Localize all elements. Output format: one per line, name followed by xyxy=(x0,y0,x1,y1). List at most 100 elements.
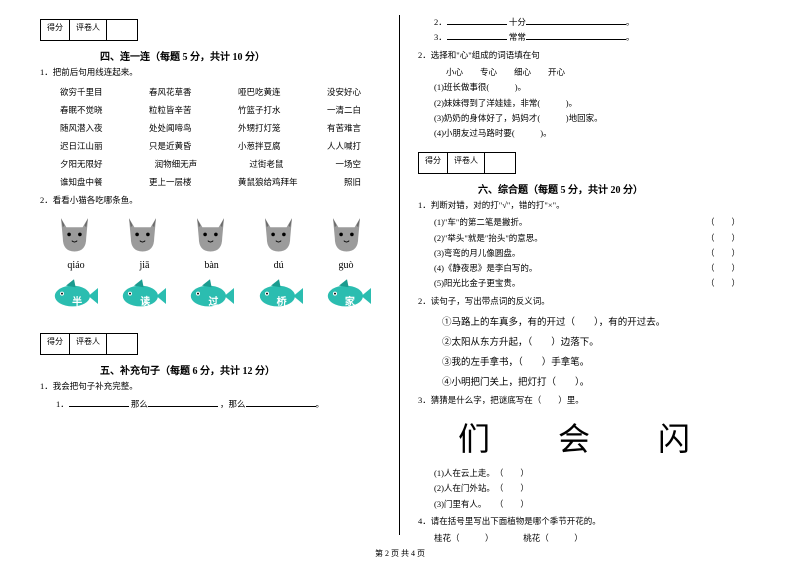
score-blank xyxy=(107,334,137,354)
circled-4: ④小明把门关上，把灯打（ ）。 xyxy=(442,374,760,388)
cat-icon xyxy=(256,211,301,256)
pinyin-label: guò xyxy=(339,260,354,271)
idiom-cell: 哑巴吃黄连 xyxy=(238,86,281,98)
blank xyxy=(526,15,626,25)
idiom-row: 迟日江山丽 只是近黄昏 小葱拌豆腐 人人喊打 xyxy=(60,140,361,152)
grader-label: 评卷人 xyxy=(70,20,107,40)
cats-row xyxy=(40,211,381,256)
line-text: 那么 xyxy=(131,399,148,409)
idiom-cell: 黄鼠狼给鸡拜年 xyxy=(238,176,298,188)
grader-label: 评卷人 xyxy=(70,334,107,354)
sec6-q4: 4．请在括号里写出下面植物是哪个季节开花的。 xyxy=(418,515,760,529)
idiom-cell: 只是近黄昏 xyxy=(149,140,192,152)
score-label: 得分 xyxy=(41,334,70,354)
pinyin-label: dú xyxy=(274,260,284,271)
options-line: 小心 专心 细心 开心 xyxy=(446,65,760,80)
idiom-cell: 随风潜入夜 xyxy=(60,122,103,134)
riddle-3: (3)门里有人。 （ ） xyxy=(434,497,760,512)
idiom-row: 谁知盘中餐 更上一层楼 黄鼠狼给鸡拜年 照旧 xyxy=(60,176,361,188)
idiom-cell: 迟日江山丽 xyxy=(60,140,103,152)
sec5-s4: (4)小朋友过马路时要( )。 xyxy=(434,126,760,141)
circled-2: ②太阳从东方升起，（ ）边落下。 xyxy=(442,334,760,348)
fill-line-3: 3． 常常。 xyxy=(434,30,760,45)
idiom-cell: 粒粒皆辛苦 xyxy=(149,104,192,116)
idiom-row: 欲穷千里目春风花草香哑巴吃黄连没安好心 xyxy=(60,86,361,98)
line-text: 十分 xyxy=(509,17,526,27)
tf-paren: （ ） xyxy=(706,261,740,276)
idiom-cell: 有苦难言 xyxy=(327,122,361,134)
idiom-cell: 小葱拌豆腐 xyxy=(238,140,281,152)
sec6-q2: 2．读句子，写出带点词的反义词。 xyxy=(418,295,760,309)
idiom-cell: 更上一层楼 xyxy=(149,176,192,188)
fill-line-2: 2． 十分。 xyxy=(434,15,760,30)
sec5-s3: (3)奶奶的身体好了，妈妈才( )地回家。 xyxy=(434,111,760,126)
line-text: 常常 xyxy=(509,32,526,42)
right-column: 2． 十分。 3． 常常。 2．选择和"心"组成的词语填在句 小心 专心 细心 … xyxy=(400,15,770,535)
fish-item: 读 xyxy=(118,275,166,315)
tf-text: (4)《静夜思》是李白写的。 xyxy=(434,261,537,276)
score-label: 得分 xyxy=(419,153,448,173)
big-chars: 们 会 闪 xyxy=(458,414,760,460)
blank xyxy=(69,397,129,407)
idiom-cell: 一场空 xyxy=(335,158,361,170)
tf-text: (3)弯弯的月儿像圆盘。 xyxy=(434,246,520,261)
tf-row: (3)弯弯的月儿像圆盘。 （ ） xyxy=(434,246,760,261)
idiom-row: 夕阳无限好 润物细无声 过街老鼠 一场空 xyxy=(60,158,361,170)
idiom-cell: 人人喊打 xyxy=(327,140,361,152)
cat-icon xyxy=(188,211,233,256)
tf-paren: （ ） xyxy=(706,276,740,291)
circled-3: ③我的左手拿书，（ ）手拿笔。 xyxy=(442,354,760,368)
tf-row: (4)《静夜思》是李白写的。 （ ） xyxy=(434,261,760,276)
cat-icon xyxy=(52,211,97,256)
circled-1: ①马路上的车真多，有的开过（ ），有的开过去。 xyxy=(442,314,760,328)
idiom-cell: 没安好心 xyxy=(327,86,361,98)
fish-char: 读 xyxy=(140,293,150,308)
tf-paren: （ ） xyxy=(706,231,740,246)
fish-char: 桥 xyxy=(277,293,287,308)
line-prefix: 2． xyxy=(434,17,447,27)
fish-char: 家 xyxy=(345,293,355,308)
sec6-q3: 3．猜猜是什么字，把谜底写在（ ）里。 xyxy=(418,394,760,408)
idiom-cell: 竹篮子打水 xyxy=(238,104,281,116)
pinyin-row: qiáo jiā bàn dú guò xyxy=(40,260,381,271)
tf-text: (2)"举头"就是"抬头"的意思。 xyxy=(434,231,543,246)
section5-title: 五、补充句子（每题 6 分，共计 12 分） xyxy=(100,362,381,377)
fish-item: 家 xyxy=(323,275,371,315)
blank xyxy=(526,30,626,40)
line-prefix: 3． xyxy=(434,32,447,42)
score-blank xyxy=(107,20,137,40)
plants-line: 桂花（ ） 桃花（ ） xyxy=(434,531,760,546)
fish-item: 过 xyxy=(186,275,234,315)
idiom-cell: 谁知盘中餐 xyxy=(60,176,103,188)
tf-row: (1)"车"的第二笔是撇折。（ ） xyxy=(434,215,760,230)
blank xyxy=(246,397,316,407)
tf-text: (1)"车"的第二笔是撇折。 xyxy=(434,215,527,230)
idiom-cell: 一清二白 xyxy=(327,104,361,116)
idiom-cell: 照旧 xyxy=(344,176,361,188)
page-footer: 第 2 页 共 4 页 xyxy=(0,548,800,559)
fish-char: 半 xyxy=(72,293,82,308)
left-column: 得分 评卷人 四、连一连（每题 5 分，共计 10 分） 1．把前后句用线连起来… xyxy=(30,15,400,535)
line-prefix: 1． xyxy=(56,399,69,409)
score-label: 得分 xyxy=(41,20,70,40)
score-box-sec5: 得分 评卷人 xyxy=(40,333,138,355)
sec5-q1: 1．我会把句子补充完整。 xyxy=(40,380,381,394)
sec6-q1: 1．判断对错，对的打"√"，错的打"×"。 xyxy=(418,199,760,213)
section4-title: 四、连一连（每题 5 分，共计 10 分） xyxy=(100,48,381,63)
sec4-q2: 2．看看小猫各吃哪条鱼。 xyxy=(40,194,381,208)
sec5-q2: 2．选择和"心"组成的词语填在句 xyxy=(418,49,760,63)
riddle-2: (2)人在门外站。 （ ） xyxy=(434,481,760,496)
pinyin-label: qiáo xyxy=(67,260,84,271)
idiom-cell: 润物细无声 xyxy=(155,158,198,170)
fish-item: 桥 xyxy=(255,275,303,315)
cat-icon xyxy=(324,211,369,256)
sec4-q1: 1．把前后句用线连起来。 xyxy=(40,66,381,80)
page-container: 得分 评卷人 四、连一连（每题 5 分，共计 10 分） 1．把前后句用线连起来… xyxy=(30,15,770,535)
tf-paren: （ ） xyxy=(706,246,740,261)
section6-title: 六、综合题（每题 5 分，共计 20 分） xyxy=(478,181,760,196)
tf-text: (5)阳光比金子更宝贵。 xyxy=(434,276,520,291)
idiom-row: 春眠不觉晓粒粒皆辛苦竹篮子打水一清二白 xyxy=(60,104,361,116)
score-box-sec6: 得分 评卷人 xyxy=(418,152,516,174)
idiom-cell: 夕阳无限好 xyxy=(60,158,103,170)
idiom-cell: 过街老鼠 xyxy=(249,158,283,170)
